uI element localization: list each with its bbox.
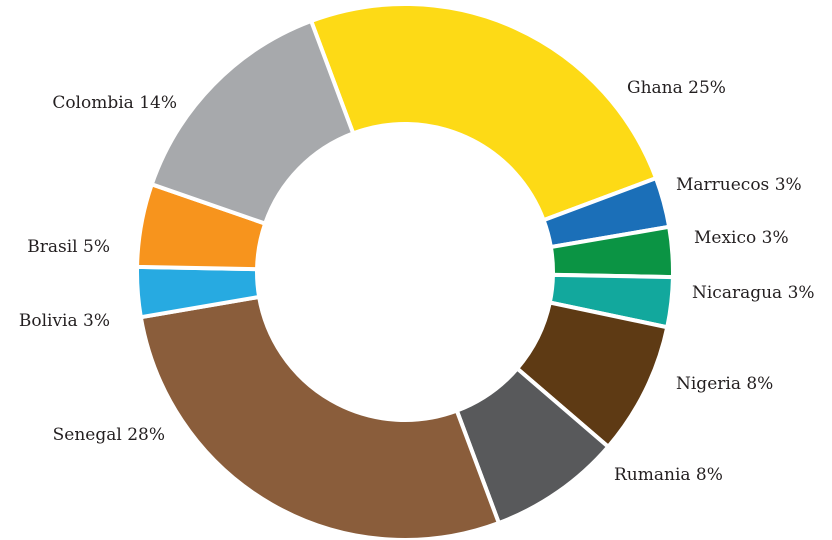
label-senegal: Senegal 28% xyxy=(53,425,165,445)
slice-labels: Ghana 25% Marruecos 3% Mexico 3% Nicaragua … xyxy=(19,78,815,485)
label-bolivia: Bolivia 3% xyxy=(19,311,110,331)
donut-slices xyxy=(135,1,675,540)
label-nigeria: Nigeria 8% xyxy=(676,374,773,394)
slice-senegal xyxy=(138,294,502,540)
slice-colombia xyxy=(149,18,356,227)
label-rumania: Rumania 8% xyxy=(614,465,723,485)
slice-ghana xyxy=(308,1,659,223)
label-colombia: Colombia 14% xyxy=(52,93,177,113)
label-marruecos: Marruecos 3% xyxy=(676,175,802,195)
label-brasil: Brasil 5% xyxy=(27,237,110,257)
label-nicaragua: Nicaragua 3% xyxy=(692,283,815,303)
label-mexico: Mexico 3% xyxy=(694,228,789,248)
label-ghana: Ghana 25% xyxy=(627,78,726,98)
